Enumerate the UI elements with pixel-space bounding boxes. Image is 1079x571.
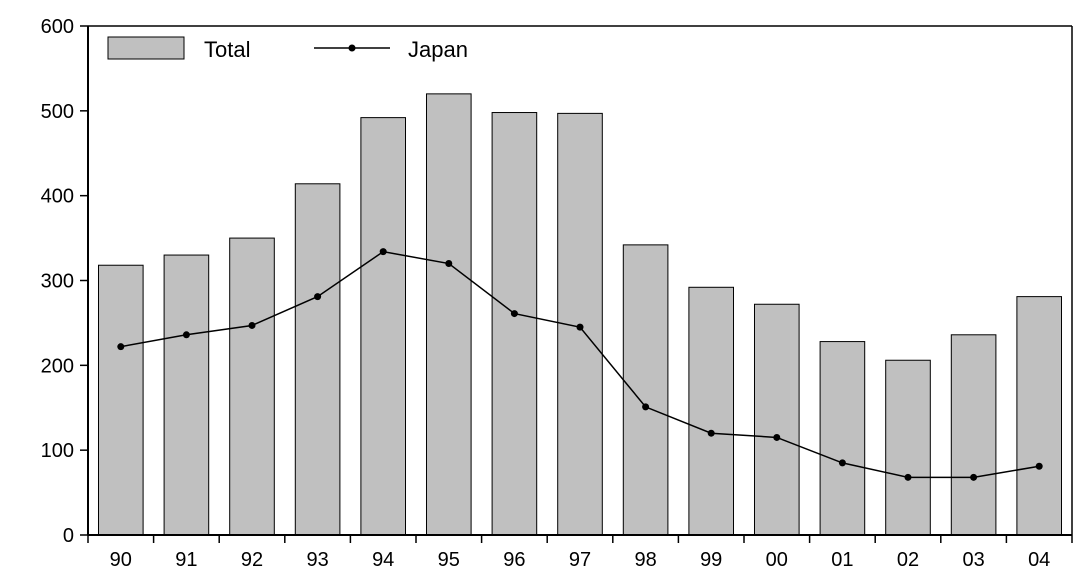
x-axis-ticks: 90 91 92 93 94 95 96 97 98 99 00 01 02 03 04 bbox=[87, 535, 1073, 571]
legend-swatch-total bbox=[107, 36, 185, 60]
point-japan-92 bbox=[248, 321, 256, 329]
bar-total-01 bbox=[819, 341, 866, 536]
bar-total-02 bbox=[885, 359, 931, 536]
point-japan-01 bbox=[838, 459, 846, 467]
point-japan-94 bbox=[379, 248, 387, 256]
point-japan-98 bbox=[642, 403, 650, 411]
point-japan-03 bbox=[970, 473, 978, 481]
point-japan-91 bbox=[182, 331, 190, 339]
x-tick-label-94: 94 bbox=[372, 549, 394, 571]
bar-total-03 bbox=[950, 334, 997, 536]
bar-total-94 bbox=[360, 117, 407, 536]
x-tick-label-03: 03 bbox=[962, 549, 984, 571]
x-tick-label-04: 04 bbox=[1028, 549, 1050, 571]
y-tick-label-100: 100 bbox=[41, 440, 74, 462]
x-tick-label-92: 92 bbox=[241, 549, 263, 571]
y-tick-label-200: 200 bbox=[41, 355, 74, 377]
x-tick-label-00: 00 bbox=[766, 549, 788, 571]
bar-total-93 bbox=[294, 183, 341, 536]
y-tick-label-400: 400 bbox=[41, 186, 74, 208]
bar-total-00 bbox=[753, 303, 800, 536]
y-tick-label-300: 300 bbox=[41, 271, 74, 293]
x-tick-label-01: 01 bbox=[831, 549, 853, 571]
point-japan-93 bbox=[314, 293, 322, 301]
point-japan-00 bbox=[773, 433, 781, 441]
x-tick-label-93: 93 bbox=[306, 549, 328, 571]
y-tick-label-600: 600 bbox=[41, 16, 74, 38]
bar-total-95 bbox=[425, 93, 472, 536]
point-japan-02 bbox=[904, 473, 912, 481]
point-japan-96 bbox=[510, 310, 518, 318]
bar-total-90 bbox=[97, 264, 144, 536]
point-japan-97 bbox=[576, 323, 584, 331]
bar-series-total bbox=[97, 93, 1063, 536]
x-tick-label-95: 95 bbox=[438, 549, 460, 571]
y-tick-label-0: 0 bbox=[63, 525, 74, 547]
x-tick-label-99: 99 bbox=[700, 549, 722, 571]
bar-total-91 bbox=[163, 254, 210, 536]
legend-marker-japan bbox=[348, 44, 356, 52]
line-series-japan bbox=[117, 248, 1043, 481]
bar-total-98 bbox=[622, 244, 669, 536]
bar-total-99 bbox=[688, 286, 735, 536]
x-tick-label-02: 02 bbox=[897, 549, 919, 571]
legend: Total Japan bbox=[107, 36, 468, 62]
point-japan-99 bbox=[707, 429, 715, 437]
x-tick-label-97: 97 bbox=[569, 549, 591, 571]
bar-total-96 bbox=[491, 112, 538, 536]
point-japan-90 bbox=[117, 343, 125, 351]
legend-label-total: Total bbox=[204, 37, 250, 62]
x-tick-label-91: 91 bbox=[175, 549, 197, 571]
x-tick-label-96: 96 bbox=[503, 549, 525, 571]
point-japan-95 bbox=[445, 260, 453, 268]
y-tick-label-500: 500 bbox=[41, 101, 74, 123]
bar-total-04 bbox=[1016, 296, 1063, 536]
x-tick-label-98: 98 bbox=[634, 549, 656, 571]
bar-total-92 bbox=[229, 237, 275, 536]
legend-label-japan: Japan bbox=[408, 37, 468, 62]
point-japan-04 bbox=[1035, 462, 1043, 470]
y-axis-ticks: 0 100 200 300 400 500 600 bbox=[41, 16, 88, 547]
x-tick-label-90: 90 bbox=[110, 549, 132, 571]
